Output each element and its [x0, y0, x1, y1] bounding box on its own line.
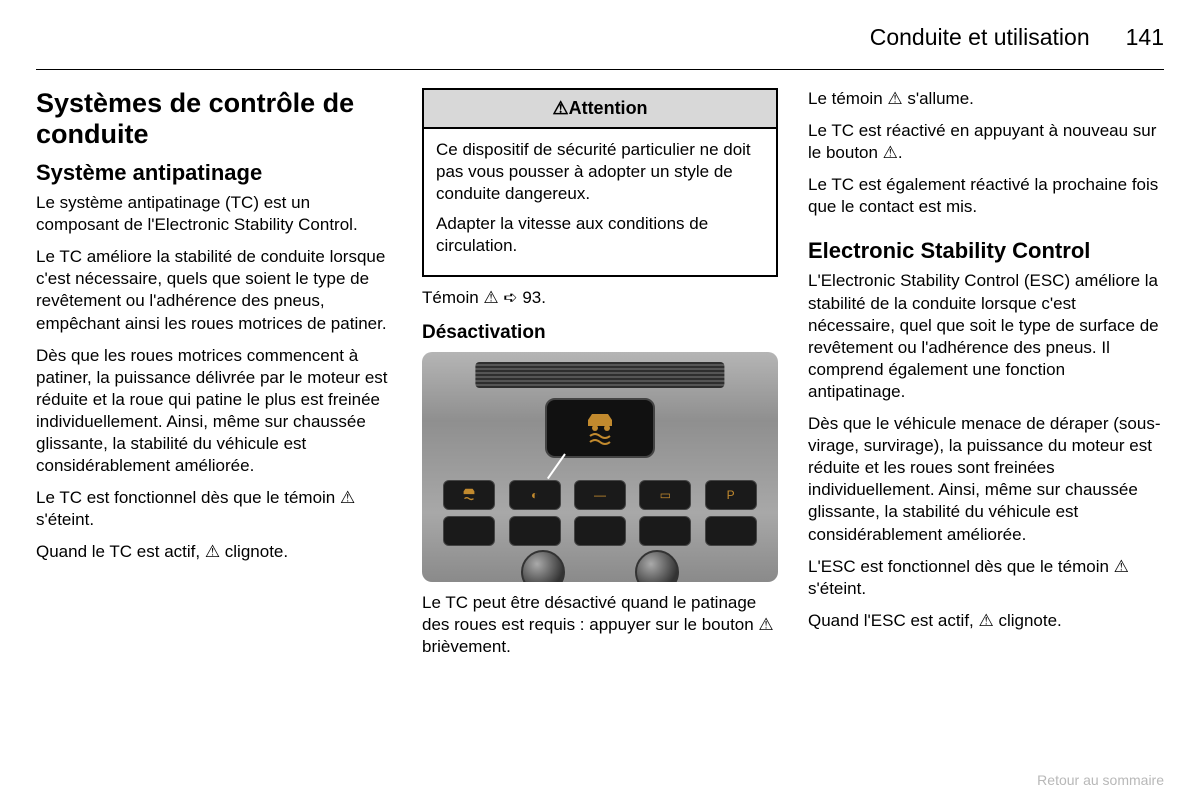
dashboard-knob [635, 550, 679, 582]
body-text: Le TC améliore la stabilité de conduite … [36, 246, 392, 334]
subheading-deactivation: Désactivation [422, 322, 778, 344]
dashboard-button [443, 516, 495, 546]
attention-heading: ⚠Attention [424, 90, 776, 129]
body-text: L'ESC est fonctionnel dès que le témoin … [808, 556, 1164, 600]
dashboard-button [705, 516, 757, 546]
dashboard-button-row: ◐ — ▭ P [443, 480, 756, 510]
attention-text: Adapter la vitesse aux conditions de cir… [436, 213, 764, 257]
body-text: Le témoin ⚠ s'allume. [808, 88, 1164, 110]
main-heading: Systèmes de contrôle de conduite [36, 88, 392, 150]
attention-body: Ce dispositif de sécurité particulier ne… [424, 129, 776, 275]
skid-car-icon [460, 486, 478, 504]
dashboard-knob-row [443, 550, 756, 582]
column-3: Le témoin ⚠ s'allume. Le TC est réactivé… [808, 88, 1164, 668]
dashboard-button [639, 516, 691, 546]
return-to-toc-link[interactable]: Retour au sommaire [1037, 772, 1164, 788]
tc-button-closeup [545, 398, 655, 458]
column-1: Systèmes de contrôle de conduite Système… [36, 88, 392, 668]
dashboard-button [574, 516, 626, 546]
body-text: Le TC peut être désactivé quand le patin… [422, 592, 778, 658]
body-text: Quand l'ESC est actif, ⚠ clignote. [808, 610, 1164, 632]
dashboard-figure: ◐ — ▭ P [422, 352, 778, 582]
subheading-tc: Système antipatinage [36, 160, 392, 186]
column-2: ⚠Attention Ce dispositif de sécurité par… [422, 88, 778, 668]
dashboard-knob [521, 550, 565, 582]
page-number: 141 [1126, 24, 1164, 51]
body-text: Dès que le véhicule menace de déraper (s… [808, 413, 1164, 546]
attention-callout: ⚠Attention Ce dispositif de sécurité par… [422, 88, 778, 277]
body-text: Le système antipatinage (TC) est un comp… [36, 192, 392, 236]
section-title: Conduite et utilisation [870, 24, 1090, 51]
subheading-esc: Electronic Stability Control [808, 238, 1164, 264]
attention-text: Ce dispositif de sécurité particulier ne… [436, 139, 764, 205]
vent-graphic [475, 362, 724, 388]
body-text: Dès que les roues motrices commencent à … [36, 345, 392, 478]
body-text: Quand le TC est actif, ⚠ clignote. [36, 541, 392, 563]
dashboard-button: ▭ [639, 480, 691, 510]
dashboard-button: — [574, 480, 626, 510]
body-text: L'Electronic Stability Control (ESC) amé… [808, 270, 1164, 403]
body-text: Le TC est fonctionnel dès que le témoin … [36, 487, 392, 531]
tc-small-button [443, 480, 495, 510]
body-text: Le TC est également réactivé la prochain… [808, 174, 1164, 218]
content-columns: Systèmes de contrôle de conduite Système… [36, 88, 1164, 668]
dashboard-button-row [443, 516, 756, 546]
dashboard-button: ◐ [509, 480, 561, 510]
body-text: Le TC est réactivé en appuyant à nouveau… [808, 120, 1164, 164]
dashboard-button: P [705, 480, 757, 510]
reference-text: Témoin ⚠ ➪ 93. [422, 287, 778, 309]
dashboard-button [509, 516, 561, 546]
page-header: Conduite et utilisation 141 [36, 24, 1164, 70]
skid-car-icon [582, 408, 618, 448]
